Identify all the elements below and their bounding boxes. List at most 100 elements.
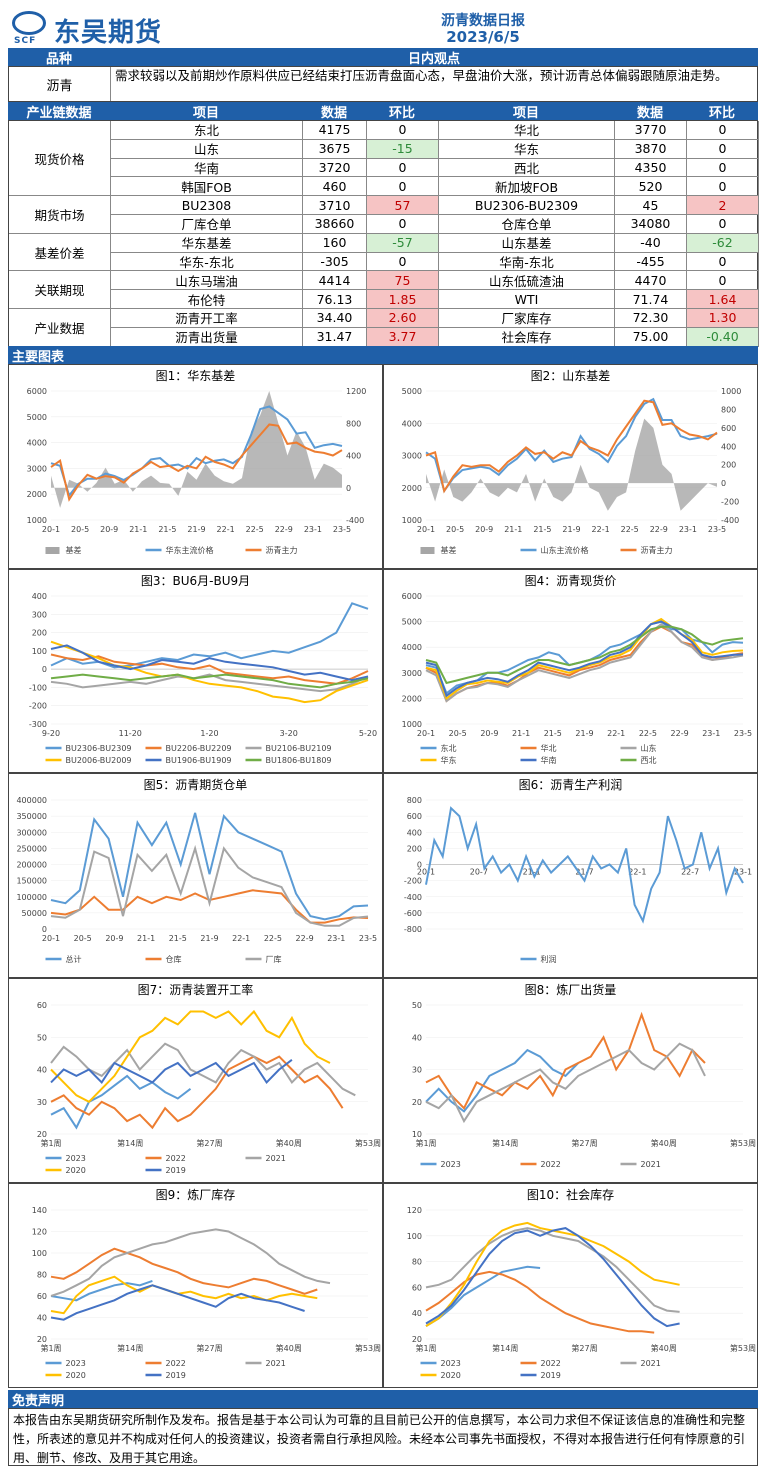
- series-line-华南: [425, 620, 744, 698]
- chart-title: 图9：炼厂库存: [155, 1188, 236, 1202]
- series-line-2021: [50, 1042, 356, 1097]
- x-tick-label: 23-5: [734, 729, 752, 738]
- report-date: 2023/6/5: [446, 28, 520, 46]
- series-line-2022: [425, 1270, 655, 1334]
- y-tick-label: 300: [32, 610, 47, 619]
- view-col-opinion: 日内观点: [407, 52, 460, 67]
- view-row: 沥青 需求较弱以及前期炒作原料供应已经结束打压沥青盘面心态，早盘油价大涨，预计沥…: [8, 66, 758, 102]
- series-line-沥青主力: [425, 399, 718, 494]
- x-tick-label: 23-1: [702, 729, 720, 738]
- chart-title: 图8：炼厂出货量: [524, 983, 617, 997]
- table-item: 仓库仓单: [439, 215, 615, 234]
- table-change: 0: [367, 177, 439, 197]
- legend-label: 华东主流价格: [166, 545, 214, 555]
- legend-label: 2023: [441, 1160, 461, 1169]
- y2-tick-label: 400: [346, 452, 361, 461]
- table-change: 75: [367, 271, 439, 291]
- table-value: 3770: [615, 121, 687, 140]
- th-value-1: 数据: [320, 106, 347, 121]
- table-item: 东北: [111, 121, 303, 140]
- y2-tick-label: -400: [721, 516, 739, 525]
- table-item: BU2306-BU2309: [439, 196, 615, 215]
- x-tick-label: 21-1: [129, 525, 147, 534]
- series-line-利润: [425, 806, 744, 924]
- group-label: 基差价差: [9, 233, 111, 272]
- legend-label: 东北: [441, 743, 457, 753]
- x-tick-label: 第53周: [355, 1138, 381, 1148]
- legend-label: 华南: [541, 755, 557, 765]
- y-tick-label: 100: [32, 1249, 47, 1258]
- table-change: 1.85: [367, 290, 439, 309]
- y-tick-label: -200: [29, 702, 47, 711]
- x-tick-label: 第14周: [492, 1343, 518, 1353]
- x-tick-label: 22-1: [607, 729, 625, 738]
- legend-label: 2023: [441, 1359, 461, 1368]
- chart-title: 图2：山东基差: [530, 369, 611, 383]
- x-tick-label: 11-20: [119, 729, 142, 738]
- table-change: 0: [687, 139, 759, 159]
- series-line-2023: [425, 1048, 579, 1113]
- group-label: 现货价格: [9, 121, 111, 197]
- y-tick-label: 30: [37, 1098, 47, 1107]
- y-tick-label: 0: [417, 861, 422, 870]
- x-tick-label: 21-5: [158, 525, 176, 534]
- x-tick-label: 23-5: [333, 525, 351, 534]
- series-line-2023: [425, 1265, 541, 1327]
- data-table: 现货价格 东北 4175 0 华北 3770 0 山东 3675 -15 华东 3870 0 华南 3720…: [8, 120, 759, 347]
- table-item: BU2308: [111, 196, 303, 215]
- table-value: -455: [615, 252, 687, 272]
- th-change-1: 环比: [388, 106, 415, 121]
- table-change: -0.40: [687, 327, 759, 347]
- legend-label: 基差: [441, 545, 457, 555]
- th-item-2: 项目: [512, 106, 539, 121]
- chart-production-profit: 图6：沥青生产利润 -800 -600 -400 -200 0 200 400 600 800 20…: [383, 773, 758, 978]
- th-item-1: 项目: [192, 106, 219, 121]
- legend-label: 2021: [641, 1160, 661, 1169]
- series-line-2021: [425, 1042, 706, 1124]
- group-label: 期货市场: [9, 196, 111, 234]
- x-tick-label: 22-1: [592, 525, 610, 534]
- series-line-2022: [425, 1011, 706, 1110]
- y-tick-label: 4000: [402, 419, 422, 428]
- y-tick-label: 80: [37, 1271, 47, 1280]
- table-change: 0: [687, 158, 759, 178]
- logo-sub: SCF: [14, 36, 37, 46]
- x-tick-label: 23-5: [359, 934, 377, 943]
- legend-label: 总计: [66, 954, 82, 964]
- table-value: 4414: [303, 271, 367, 291]
- series-line-厂库: [50, 844, 369, 927]
- view-item: 沥青: [9, 67, 111, 101]
- table-change: 0: [687, 177, 759, 197]
- legend-label: 沥青主力: [641, 545, 673, 555]
- legend-label: 厂库: [266, 954, 282, 964]
- y-tick-label: 120: [32, 1228, 47, 1237]
- y-tick-label: 5000: [402, 618, 422, 627]
- table-item: 华东-东北: [111, 252, 303, 272]
- chart-svg: 1000 2000 3000 4000 5000 -400 -200 0 200 400 600 80…: [402, 387, 742, 555]
- legend-label: 2021: [266, 1154, 286, 1163]
- table-item: 新加坡FOB: [439, 177, 615, 197]
- series-line-BU1906-BU1909: [50, 644, 369, 682]
- y2-tick-label: 1000: [721, 387, 741, 396]
- table-item: 华北: [439, 121, 615, 140]
- x-tick-label: 第40周: [651, 1343, 677, 1353]
- table-value: 4470: [615, 271, 687, 291]
- table-value: 72.30: [615, 309, 687, 328]
- y-tick-label: 0: [42, 925, 47, 934]
- y-tick-label: 10: [412, 1130, 422, 1139]
- table-item: 山东: [111, 139, 303, 159]
- series-line-BU2206-BU2209: [50, 653, 369, 685]
- x-tick-label: 21-7: [575, 868, 593, 877]
- y-tick-label: 2000: [402, 484, 422, 493]
- chart-title: 图3：BU6月-BU9月: [140, 574, 251, 588]
- report-title: 沥青数据日报: [441, 13, 525, 29]
- table-value: 3710: [303, 196, 367, 215]
- x-tick-label: 21-9: [200, 934, 218, 943]
- logo-mark-icon: [12, 11, 46, 35]
- x-tick-label: 23-1: [304, 525, 322, 534]
- table-change: 0: [367, 215, 439, 234]
- table-value: 38660: [303, 215, 367, 234]
- y-tick-label: 350000: [16, 812, 47, 821]
- x-tick-label: 21-1: [504, 525, 522, 534]
- y-tick-label: 140: [32, 1206, 47, 1215]
